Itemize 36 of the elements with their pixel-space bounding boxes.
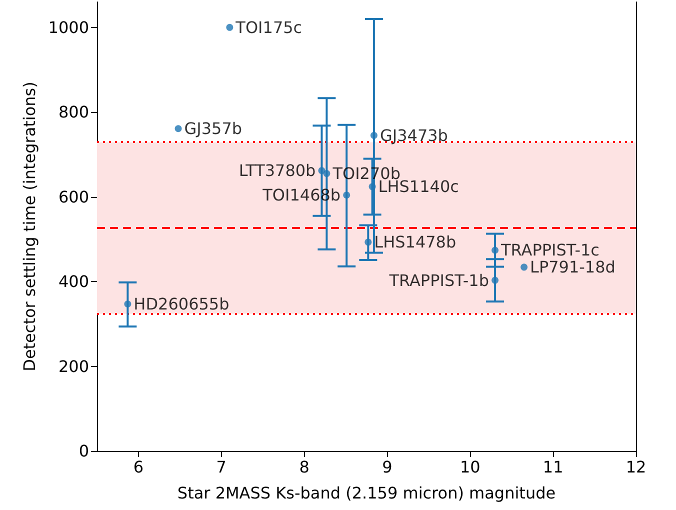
annotation: TRAPPIST-1c bbox=[500, 240, 600, 260]
point bbox=[492, 276, 499, 284]
point bbox=[520, 264, 528, 271]
point bbox=[318, 167, 326, 174]
x-tick-label: 7 bbox=[216, 458, 226, 476]
annotation: LTT3780b bbox=[238, 161, 316, 180]
y-axis-title: Detector settling time (integrations) bbox=[20, 82, 39, 372]
point bbox=[368, 183, 376, 190]
point bbox=[343, 192, 350, 199]
y-tick-label: 600 bbox=[58, 187, 89, 206]
annotation: GJ357b bbox=[184, 119, 242, 138]
y-tick-label: 400 bbox=[58, 272, 89, 292]
annotation: GJ3473b bbox=[380, 126, 448, 145]
point bbox=[226, 24, 234, 31]
y-tick-label: 1000 bbox=[48, 18, 89, 37]
point bbox=[364, 238, 372, 246]
x-tick-label: 9 bbox=[382, 458, 392, 476]
x-tick-label: 6 bbox=[133, 458, 144, 476]
x-tick-label: 10 bbox=[460, 458, 480, 476]
point bbox=[174, 125, 182, 132]
annotation: HD260655b bbox=[134, 294, 230, 314]
annotation: LHS1478b bbox=[374, 232, 456, 252]
x-axis-title: Star 2MASS Ks-band (2.159 micron) magnitude bbox=[177, 484, 556, 502]
y-tick-label: 0 bbox=[78, 442, 89, 460]
point bbox=[323, 170, 330, 178]
y-tick-label: 200 bbox=[58, 356, 89, 376]
point bbox=[492, 246, 499, 254]
annotation: LP791-18d bbox=[530, 258, 616, 277]
x-tick-label: 8 bbox=[299, 458, 310, 476]
y-tick-label: 800 bbox=[58, 102, 89, 122]
x-tick-label: 11 bbox=[542, 458, 564, 476]
annotation: TRAPPIST-1b bbox=[388, 270, 490, 290]
x-tick-label: 12 bbox=[626, 458, 646, 476]
point bbox=[370, 132, 378, 139]
annotation: TOI175c bbox=[234, 18, 302, 37]
point bbox=[124, 300, 132, 308]
